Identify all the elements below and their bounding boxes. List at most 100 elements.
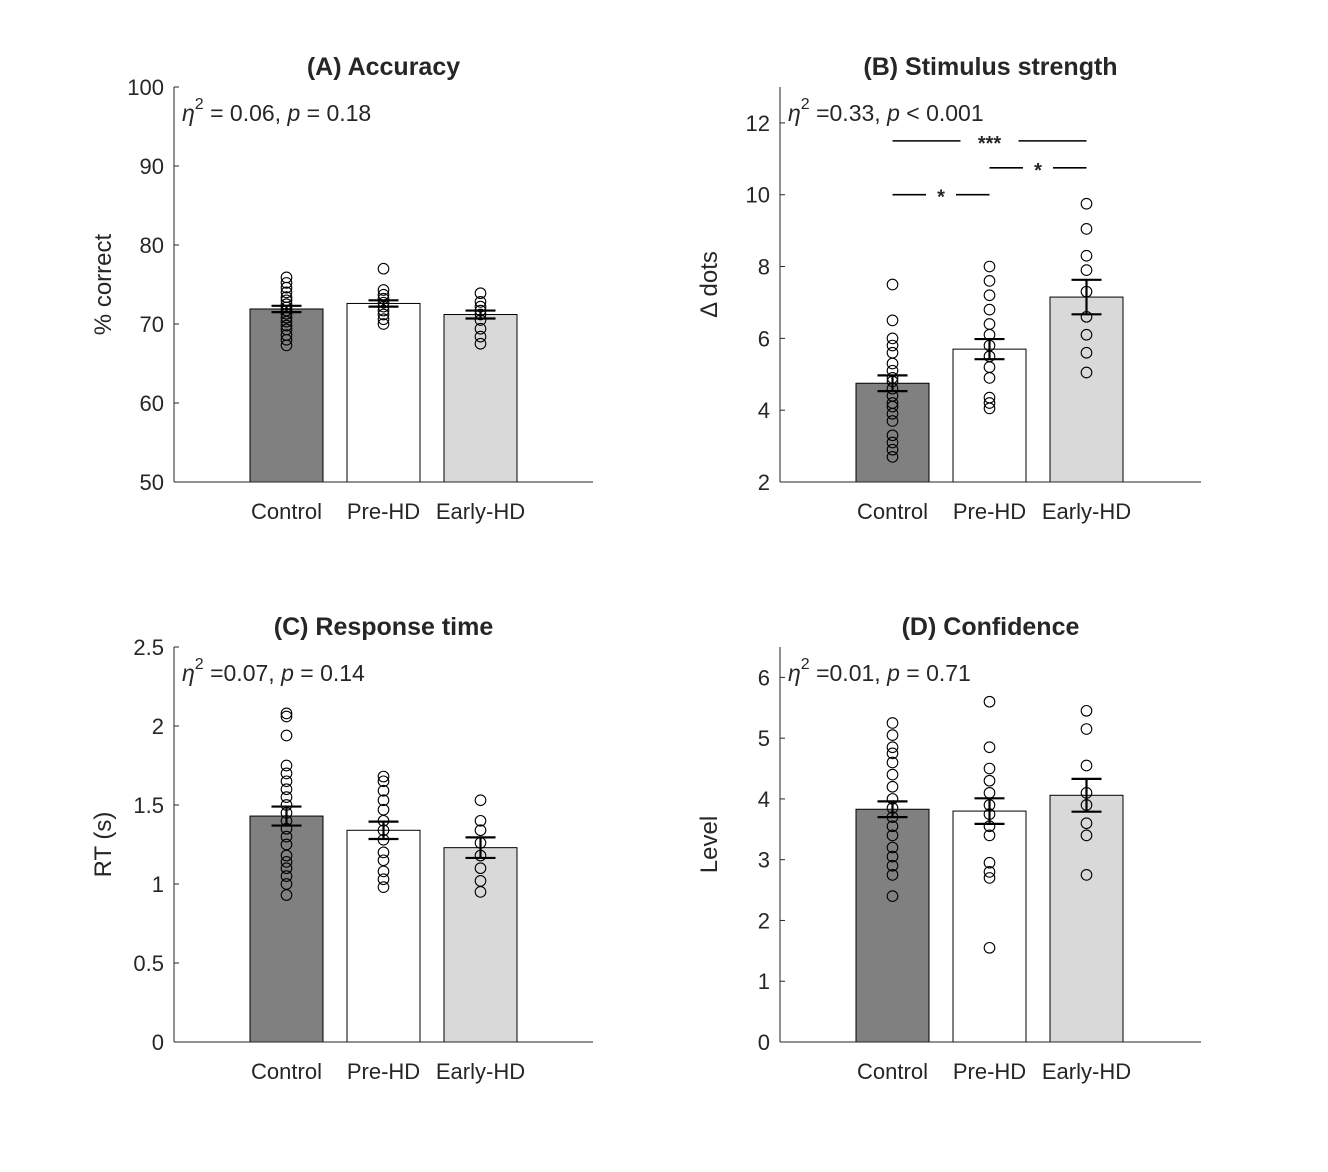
data-point [1080,222,1093,235]
data-point [1080,817,1093,830]
significance-marker: * [989,160,1087,182]
x-tick-label: Early-HD [1042,1059,1131,1084]
y-tick-label: 50 [140,470,164,495]
p-symbol: p [886,100,900,126]
eta-superscript: 2 [801,96,810,113]
significance-marker: *** [892,133,1087,155]
data-point [280,775,293,788]
data-point [377,262,390,275]
data-point [1080,723,1093,735]
data-point [983,872,996,884]
data-point [474,287,487,300]
bar-pre-hd [346,302,421,483]
eta-symbol: η [182,100,195,126]
error-bar [368,299,399,308]
eta-value: =0.07, [204,660,281,686]
data-point [474,794,487,807]
y-tick-label: 70 [140,312,164,337]
data-point [1080,328,1093,341]
significance-label: *** [978,133,1002,155]
x-tick-label: Control [857,499,928,524]
x-tick-label: Pre-HD [953,1059,1026,1084]
error-bar [877,374,908,393]
data-point [886,869,899,881]
x-tick-label: Control [251,499,322,524]
data-point [280,878,293,890]
y-tick-label: 6 [758,665,770,690]
data-point [280,329,293,341]
data-point [983,260,996,273]
data-point [377,873,390,886]
significance-label: * [1034,160,1042,182]
p-symbol: p [280,660,294,686]
y-axis-label: % correct [90,233,117,335]
data-point [886,451,899,463]
bar-control [855,808,930,1043]
data-point [280,759,293,772]
data-point [280,870,293,882]
data-point [886,747,899,760]
y-tick-label: 0.5 [133,951,164,976]
data-point [1080,249,1093,262]
y-tick-label: 6 [758,326,770,351]
y-tick-label: 0 [758,1030,770,1055]
bar-early-hd [1049,794,1124,1043]
data-point [886,443,899,456]
data-point [886,357,899,370]
data-point [474,824,487,837]
y-tick-label: 0 [152,1030,164,1055]
error-bar [465,309,496,320]
x-tick-label: Control [251,1059,322,1084]
data-point [280,291,293,303]
data-point [886,397,899,409]
x-tick-label: Early-HD [436,1059,525,1084]
error-bar [1071,278,1102,316]
panel-4: 0 1 2 3 4 5 6 Control Pre-HD Early-HD (D) Confiden… [696,613,1201,1084]
data-point [1080,264,1093,276]
bar-pre-hd [952,810,1027,1043]
eta-superscript: 2 [195,96,204,113]
data-point [983,391,996,404]
data-point [280,838,293,851]
data-point [474,322,487,335]
data-point [886,841,899,854]
data-point [983,318,996,330]
data-point [886,415,899,427]
data-point [983,741,996,754]
data-point [983,941,996,954]
stat-annotation: η2 = 0.06, p = 0.18 [182,96,371,126]
data-point [1080,704,1093,717]
data-point [983,695,996,708]
x-tick-label: Pre-HD [347,499,420,524]
data-point [1080,829,1093,842]
error-bar [368,820,399,841]
data-point [280,856,293,868]
data-point [377,308,390,321]
data-point [983,856,996,869]
data-point [886,314,899,327]
data-point [474,337,487,350]
data-point [280,791,293,803]
data-point [886,339,899,352]
data-point [886,829,899,842]
y-tick-label: 2 [152,714,164,739]
bar-control [249,815,324,1043]
p-value: < 0.001 [900,100,984,126]
data-point [280,710,293,723]
error-bar [877,800,908,819]
data-point [377,775,390,788]
eta-superscript: 2 [801,656,810,673]
data-point [886,729,899,741]
stat-annotation: η2 =0.33, p < 0.001 [788,96,984,126]
data-point [1080,366,1093,379]
data-point [280,323,293,336]
data-point [1080,346,1093,359]
data-point [1080,759,1093,772]
data-point [280,729,293,742]
data-point [280,830,293,843]
bar-control [855,382,930,483]
data-point [474,862,487,875]
eta-value: = 0.06, [204,100,288,126]
y-tick-label: 2 [758,908,770,933]
data-point [1080,197,1093,210]
